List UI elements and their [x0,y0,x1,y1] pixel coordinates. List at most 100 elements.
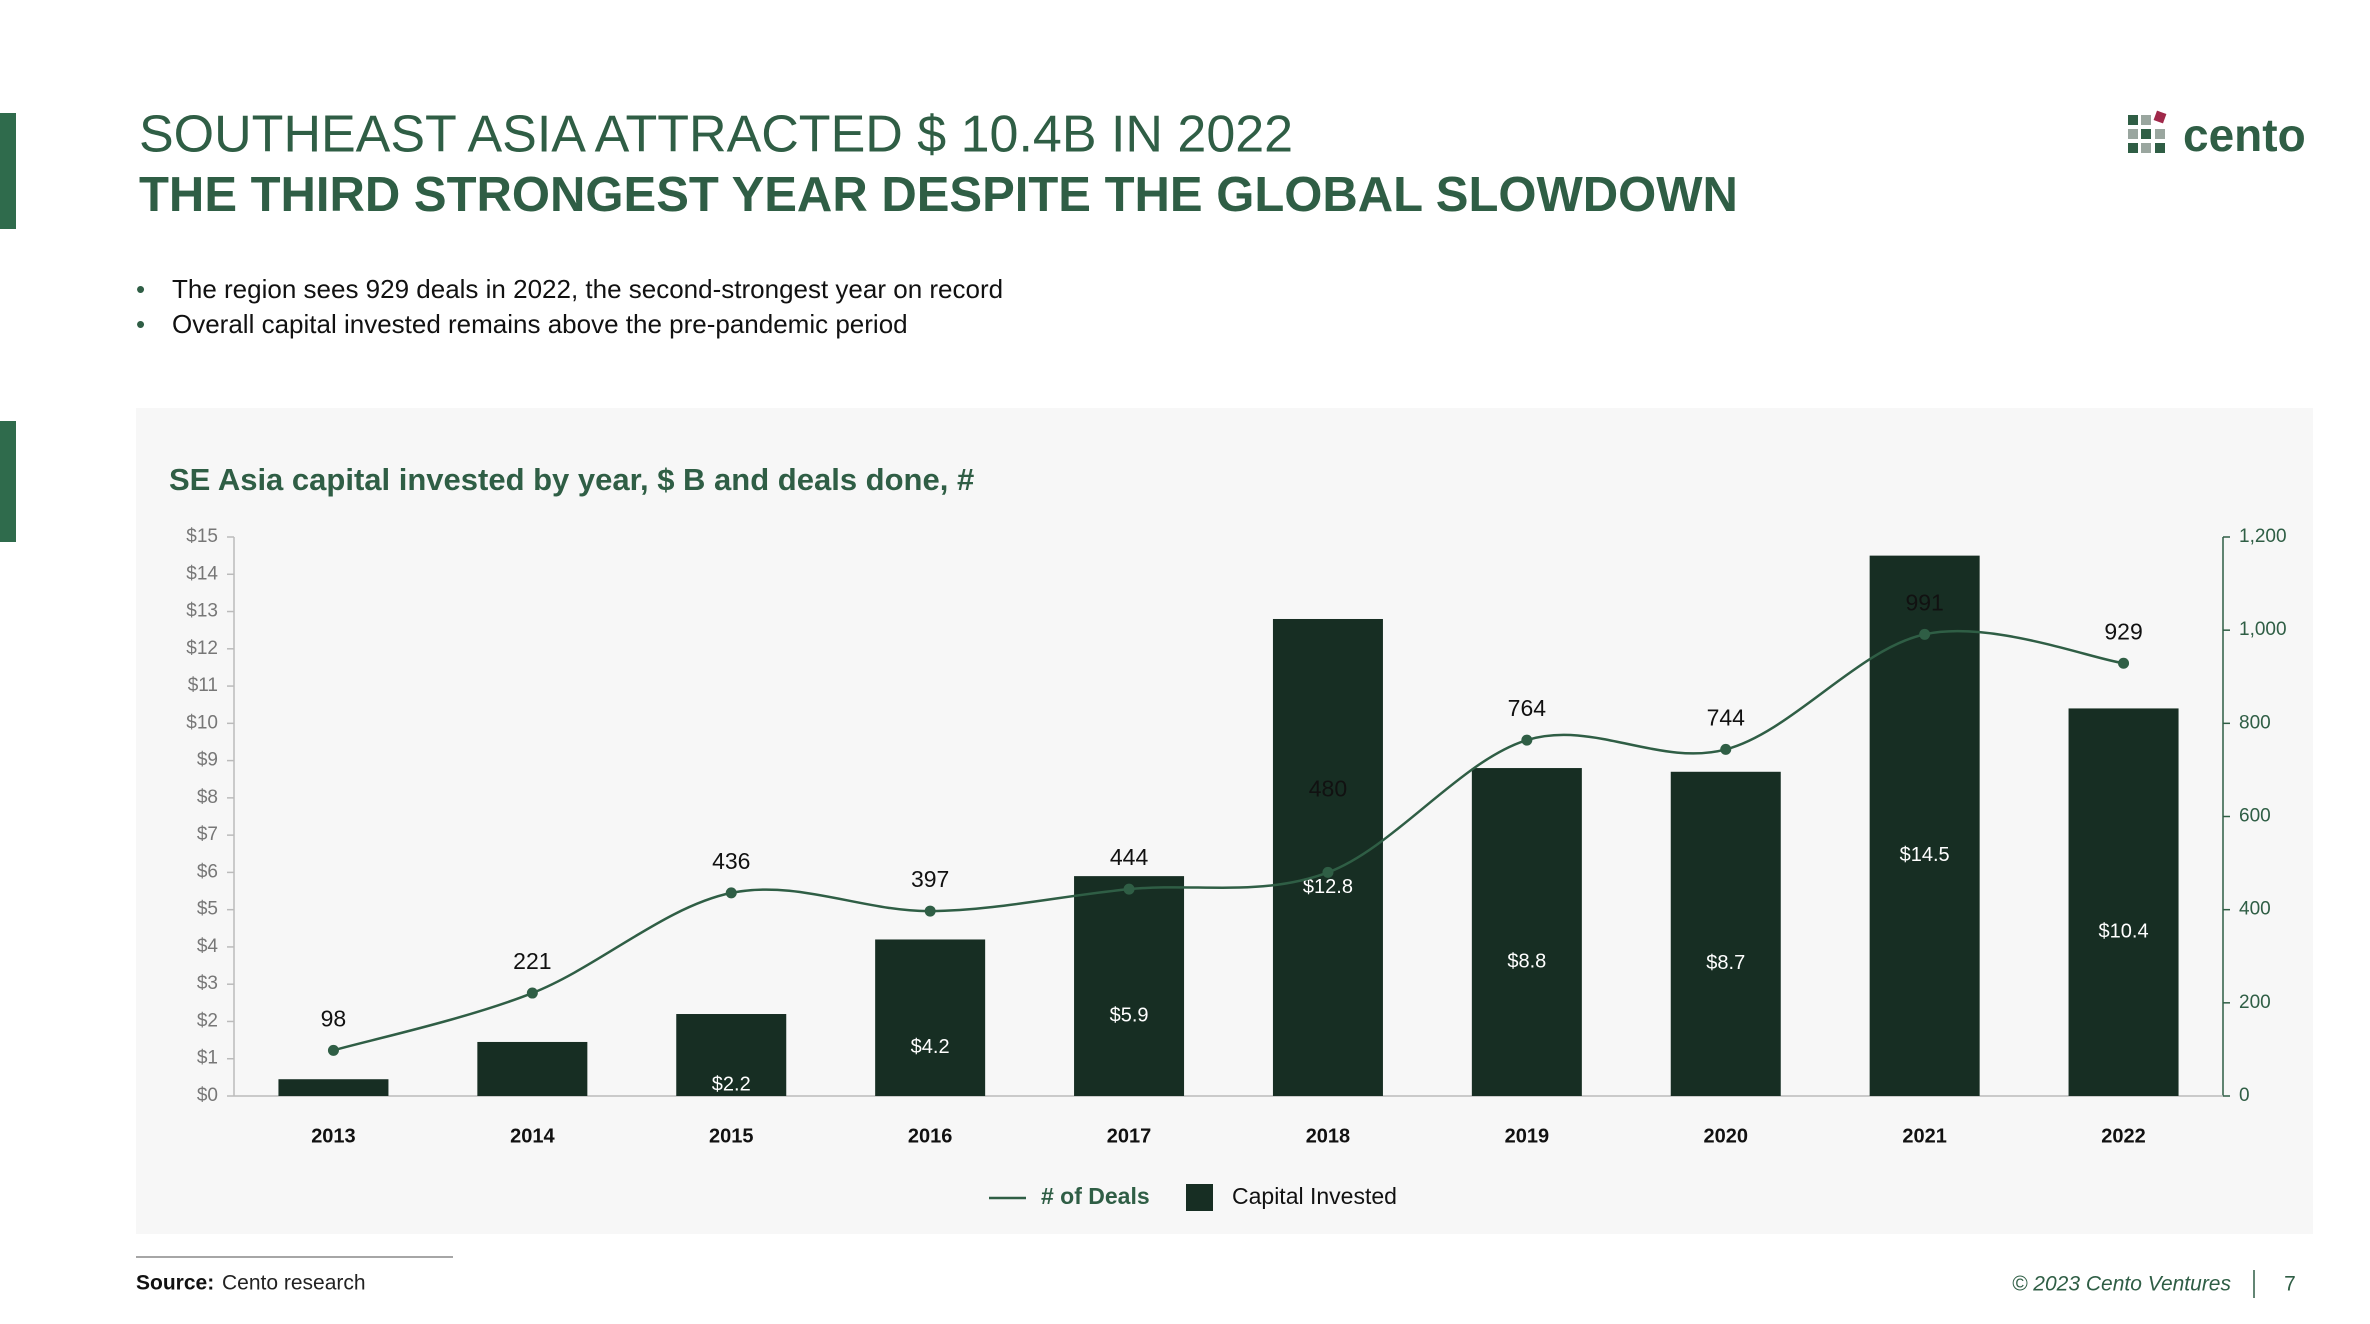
deals-label: 98 [321,1005,347,1031]
accent-bar [0,421,16,542]
logo-square [2128,129,2138,139]
source-label: Source: [136,1272,214,1295]
y-tick-label: $13 [186,601,218,622]
x-tick-label: 2015 [709,1125,754,1147]
deals-point [924,905,936,917]
deals-label: 764 [1508,695,1547,721]
logo: cento [2128,109,2306,161]
x-tick-label: 2019 [1505,1125,1550,1147]
bar [1272,618,1383,1096]
x-tick-label: 2022 [2101,1125,2146,1147]
y-tick-label: $9 [197,750,218,771]
x-tick-label: 2014 [510,1125,555,1147]
y-tick-label: $15 [186,526,218,547]
legend-swatch [1186,1184,1213,1211]
source-text: Cento research [222,1272,366,1295]
bar [875,939,986,1096]
x-tick-label: 2017 [1107,1125,1152,1147]
y-tick-label: $8 [197,787,218,808]
bar [1074,876,1185,1096]
bar [1471,768,1582,1096]
y-tick-label: $4 [197,936,219,957]
bullet-dot: • [136,274,145,304]
deals-point [1521,734,1533,746]
bar-value-label: $8.8 [1507,950,1546,972]
y2-tick-label: 400 [2239,899,2271,920]
y2-tick-label: 1,000 [2239,619,2287,640]
deals-label: 397 [911,866,949,892]
y2-tick-label: 0 [2239,1085,2250,1106]
legend-label: # of Deals [1041,1183,1150,1209]
deals-label: 744 [1707,704,1746,730]
x-tick-label: 2020 [1704,1125,1749,1147]
bar-value-label: $10.4 [2099,920,2149,942]
y-tick-label: $7 [197,824,218,845]
logo-square [2141,143,2151,153]
deals-point [2118,657,2130,669]
logo-square [2141,115,2151,125]
bar-value-label: $5.9 [1110,1004,1149,1026]
bar [1869,555,1980,1096]
slide-subtitle: THE THIRD STRONGEST YEAR DESPITE THE GLO… [139,168,1738,222]
deals-label: 221 [513,948,551,974]
y2-tick-label: 200 [2239,992,2271,1013]
x-tick-label: 2013 [311,1125,356,1147]
bar-value-label: $4.2 [911,1036,950,1058]
x-tick-label: 2018 [1306,1125,1351,1147]
bar-value-label: $2.2 [712,1073,751,1095]
deals-point [526,987,538,999]
deals-point [1322,866,1334,878]
bar-value-label: $12.8 [1303,876,1353,898]
deals-label: 991 [1905,589,1943,615]
accent-bar [0,113,16,229]
bar [2068,708,2179,1096]
deals-label: 444 [1110,844,1149,870]
bullet-dot: • [136,309,145,339]
chart-panel [136,408,2313,1234]
plot: $0 $1 $2 $3 $4 $5 $6 $7 $8 $9 $10 $11 $12 $13 $14 $15 0 2… [186,526,2287,1211]
deals-point [327,1044,339,1056]
deals-label: 929 [2104,618,2142,644]
deals-point [1919,628,1931,640]
deals-point [725,887,737,899]
page-number: 7 [2284,1273,2296,1296]
legend-label: Capital Invested [1232,1183,1397,1209]
x-tick-label: 2021 [1902,1125,1947,1147]
bar [676,1014,787,1096]
logo-square [2155,129,2165,139]
bar-value-label: $8.7 [1706,952,1745,974]
x-tick-label: 2016 [908,1125,953,1147]
logo-square [2155,143,2165,153]
bar [1670,771,1781,1096]
logo-text: cento [2183,109,2306,161]
logo-square [2153,110,2167,124]
logo-square [2141,129,2151,139]
y-tick-label: $1 [197,1048,218,1069]
y-tick-label: $11 [188,675,218,696]
y-tick-label: $2 [197,1010,218,1031]
bar-value-label: $14.5 [1900,844,1950,866]
y2-tick-label: 600 [2239,806,2271,827]
bar [477,1041,588,1096]
y-tick-label: $6 [197,861,218,882]
y-tick-label: $5 [197,899,218,920]
y-tick-label: $3 [197,973,218,994]
bar [278,1079,389,1096]
y2-tick-label: 800 [2239,712,2271,733]
y-tick-label: $0 [197,1085,218,1106]
bullet: The region sees 929 deals in 2022, the s… [172,274,1003,304]
logo-square [2128,115,2138,125]
deals-label: 480 [1309,775,1347,801]
deals-line [333,629,2124,1052]
bullet: Overall capital invested remains above t… [172,309,908,339]
deals-point [1123,883,1135,895]
y-tick-label: $12 [186,638,218,659]
deals-label: 436 [712,848,750,874]
slide-title: SOUTHEAST ASIA ATTRACTED $ 10.4B IN 2022 [139,106,1293,164]
y-tick-label: $14 [186,563,218,584]
copyright: © 2023 Cento Ventures [2012,1273,2232,1296]
y-tick-label: $10 [186,712,218,733]
chart-title: SE Asia capital invested by year, $ B an… [169,462,974,497]
